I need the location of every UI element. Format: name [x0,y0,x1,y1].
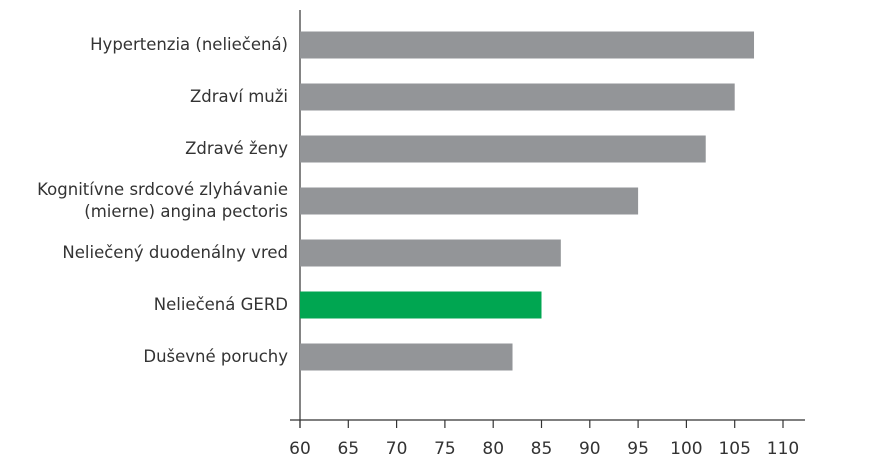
x-tick-label: 60 [289,439,311,459]
bar [300,135,706,163]
x-tick-label: 105 [718,439,750,459]
y-tick-label: Zdravé ženy [185,138,288,158]
y-tick-label: Neliečený duodenálny vred [62,242,288,262]
bar [300,291,542,319]
category-label-box: Zdraví muži [189,86,288,106]
y-tick-label: Kognitívne srdcové zlyhávanie (mierne) a… [37,179,288,221]
x-tick-label: 65 [337,439,359,459]
category-label-box: Kognitívne srdcové zlyhávanie (mierne) a… [37,179,288,221]
y-tick-label: Hypertenzia (neliečená) [90,34,288,54]
x-tick-label: 70 [386,439,408,459]
x-tick-label: 90 [579,439,601,459]
x-tick-label: 85 [531,439,553,459]
category-label-box: Neliečená GERD [153,294,288,314]
bar [300,343,513,371]
y-tick-label: Duševné poruchy [143,346,288,366]
y-tick-label: Neliečená GERD [153,294,288,314]
category-label-box: Duševné poruchy [143,346,288,366]
x-tick-label: 75 [434,439,456,459]
bar [300,83,735,111]
x-tick-label: 95 [627,439,649,459]
category-label-box: Zdravé ženy [185,138,288,158]
y-tick-label: Zdraví muži [189,86,288,106]
category-label-box: Hypertenzia (neliečená) [90,34,288,54]
bar [300,31,755,59]
x-tick-label: 100 [670,439,702,459]
category-label-box: Neliečený duodenálny vred [62,242,288,262]
x-tick-label: 80 [482,439,504,459]
bar [300,239,561,267]
bar [300,187,639,215]
x-tick-label: 110 [767,439,799,459]
